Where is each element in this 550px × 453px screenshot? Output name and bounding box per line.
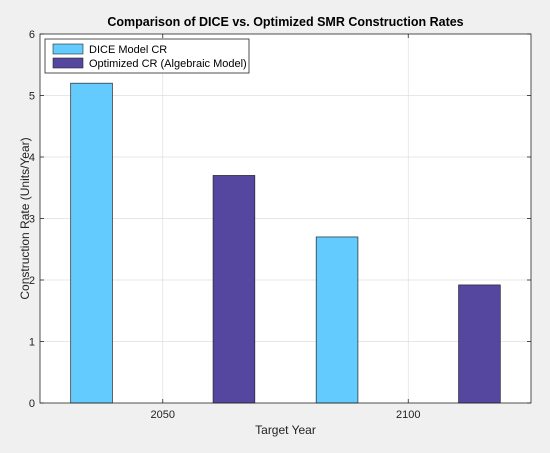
y-tick-label: 0 xyxy=(29,398,35,410)
legend: DICE Model CR Optimized CR (Algebraic Mo… xyxy=(44,38,250,74)
chart-title: Comparison of DICE vs. Optimized SMR Con… xyxy=(107,15,463,29)
y-tick-label: 6 xyxy=(29,29,35,41)
bar-optimized-2100 xyxy=(458,284,501,404)
legend-swatch-dice xyxy=(52,43,84,55)
legend-label-optimized: Optimized CR (Algebraic Model) xyxy=(89,58,247,70)
ticks: 0 1 2 3 4 5 6 2050 2100 xyxy=(29,29,531,421)
y-tick-label: 4 xyxy=(29,152,35,164)
y-tick-label: 2 xyxy=(29,275,35,287)
y-axis-label: Construction Rate (Units/Year) xyxy=(18,137,32,299)
bar-dice-2050 xyxy=(70,82,113,404)
legend-swatch-optimized xyxy=(52,57,84,69)
bar-optimized-2050 xyxy=(212,175,256,404)
bar-dice-2100 xyxy=(315,236,359,404)
x-axis-label: Target Year xyxy=(255,423,316,437)
y-tick-label: 3 xyxy=(29,214,35,226)
bars xyxy=(70,82,501,404)
y-tick-label: 5 xyxy=(29,91,35,103)
x-tick-label: 2100 xyxy=(396,409,420,421)
grid xyxy=(40,34,531,403)
y-tick-label: 1 xyxy=(29,337,35,349)
legend-label-dice: DICE Model CR xyxy=(89,44,167,56)
x-tick-label: 2050 xyxy=(151,409,175,421)
